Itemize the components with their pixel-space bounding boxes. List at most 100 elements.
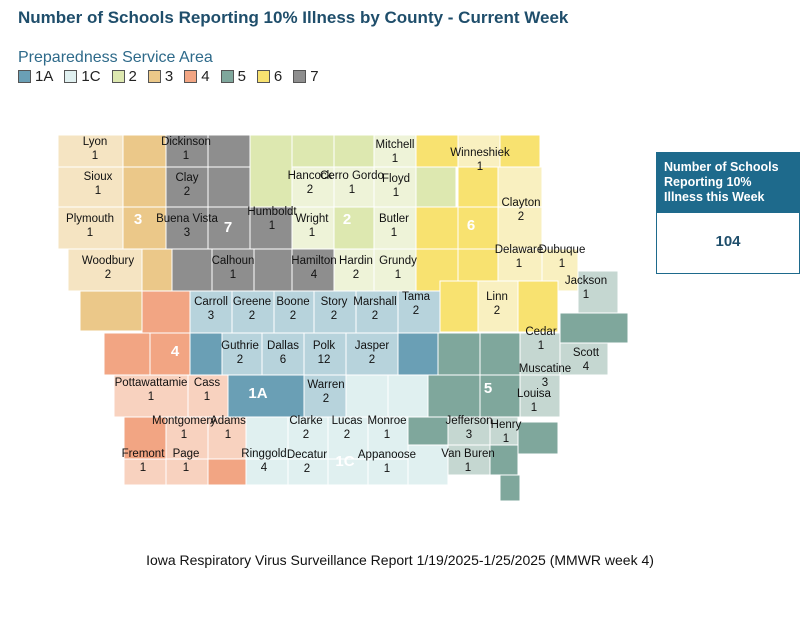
county-cell (333, 206, 375, 250)
county-name: Page (173, 448, 200, 460)
legend-label: 4 (201, 68, 210, 85)
county-name: Winneshiek (450, 147, 510, 159)
county-value: 2 (518, 211, 524, 223)
county-value: 1 (531, 402, 537, 414)
county-monroe: Monroe 1 (368, 415, 407, 441)
county-cell (165, 134, 209, 168)
county-cell (122, 134, 167, 168)
county-clayton: Clayton 2 (502, 197, 541, 223)
county-cell (327, 416, 369, 460)
county-cell (415, 166, 457, 208)
county-cell (519, 374, 561, 418)
county-cell (479, 374, 521, 418)
county-value: 1 (349, 184, 355, 196)
county-carroll: Carroll 3 (194, 296, 228, 322)
county-winneshiek: Winneshiek 1 (450, 147, 510, 173)
county-value: 1 (465, 462, 471, 474)
county-value: 1 (395, 269, 401, 281)
county-cell (245, 416, 289, 460)
county-cell (245, 458, 289, 486)
county-name: Woodbury (82, 255, 134, 267)
county-value: 1 (503, 433, 509, 445)
kpi-card: Number of Schools Reporting 10% Illness … (656, 152, 800, 274)
legend-item-7: 7 (293, 68, 319, 85)
county-value: 2 (184, 186, 190, 198)
county-value: 1 (384, 463, 390, 475)
county-cell (207, 206, 251, 250)
county-cell (373, 166, 417, 208)
county-cell (79, 290, 143, 332)
county-value: 4 (261, 462, 268, 474)
county-cell (517, 421, 559, 455)
county-name: Hamilton (291, 255, 336, 267)
county-value: 2 (237, 354, 243, 366)
legend-label: 1A (35, 68, 54, 85)
region-label: 5 (484, 380, 492, 397)
legend-swatch (64, 70, 78, 83)
county-name: Mitchell (376, 139, 415, 151)
county-cell (439, 280, 479, 333)
county-value: 1 (309, 227, 315, 239)
county-name: Pottawattamie (115, 377, 188, 389)
legend-swatch (184, 70, 198, 83)
county-name: Monroe (368, 415, 407, 427)
county-cell (345, 332, 399, 376)
county-cell (67, 248, 143, 292)
county-cell (415, 134, 459, 168)
county-scott: Scott 4 (573, 347, 600, 373)
county-name: Dubuque (539, 244, 586, 256)
region-label: 7 (224, 219, 232, 236)
county-name: Guthrie (221, 340, 259, 352)
county-cell (489, 416, 519, 446)
county-dickinson: Dickinson 1 (161, 136, 211, 162)
county-cell (249, 134, 293, 208)
county-cell (149, 332, 191, 376)
legend-label: 3 (164, 68, 174, 85)
county-cell (123, 458, 167, 486)
county-value: 1 (183, 150, 189, 162)
county-value: 2 (290, 310, 296, 322)
county-name: Adams (210, 415, 246, 427)
kpi-value: 104 (715, 233, 741, 250)
county-name: Grundy (379, 255, 417, 267)
county-cell (141, 248, 173, 292)
county-cell (367, 458, 409, 486)
legend-label: 6 (273, 68, 283, 85)
county-name: Henry (491, 419, 522, 431)
county-muscatine: Muscatine 3 (519, 363, 571, 389)
county-name: Linn (486, 291, 508, 303)
legend-item-4: 4 (184, 68, 210, 85)
county-plymouth: Plymouth 1 (66, 213, 114, 239)
report-footer: Iowa Respiratory Virus Surveillance Repo… (146, 552, 654, 568)
county-hamilton: Hamilton 4 (291, 255, 336, 281)
county-name: Marshall (353, 296, 396, 308)
county-louisa: Louisa 1 (517, 388, 551, 414)
county-delaware: Delaware 1 (495, 244, 544, 270)
county-value: 2 (494, 305, 500, 317)
county-value: 1 (92, 150, 98, 162)
county-name: Cass (194, 377, 220, 389)
county-name: Floyd (382, 173, 410, 185)
county-name: Lucas (332, 415, 363, 427)
county-value: 2 (307, 184, 313, 196)
county-cell (291, 206, 335, 250)
county-value: 2 (304, 463, 310, 475)
county-cedar: Cedar 1 (525, 326, 556, 352)
county-cell (437, 332, 481, 376)
county-value: 6 (280, 354, 286, 366)
county-mitchell: Mitchell 1 (376, 139, 415, 165)
county-cell (221, 332, 263, 376)
county-cell (499, 134, 541, 168)
county-name: Butler (379, 213, 409, 225)
county-name: Clay (175, 172, 198, 184)
county-value: 2 (249, 310, 255, 322)
county-name: Clarke (289, 415, 322, 427)
legend-item-1a: 1A (18, 68, 53, 85)
county-value: 1 (538, 340, 544, 352)
legend-swatch (18, 70, 31, 83)
county-name: Story (321, 296, 348, 308)
legend: 1A 1C 2 3 4 5 6 7 (18, 68, 330, 85)
county-value: 1 (87, 227, 93, 239)
county-decatur: Decatur 2 (287, 449, 327, 475)
